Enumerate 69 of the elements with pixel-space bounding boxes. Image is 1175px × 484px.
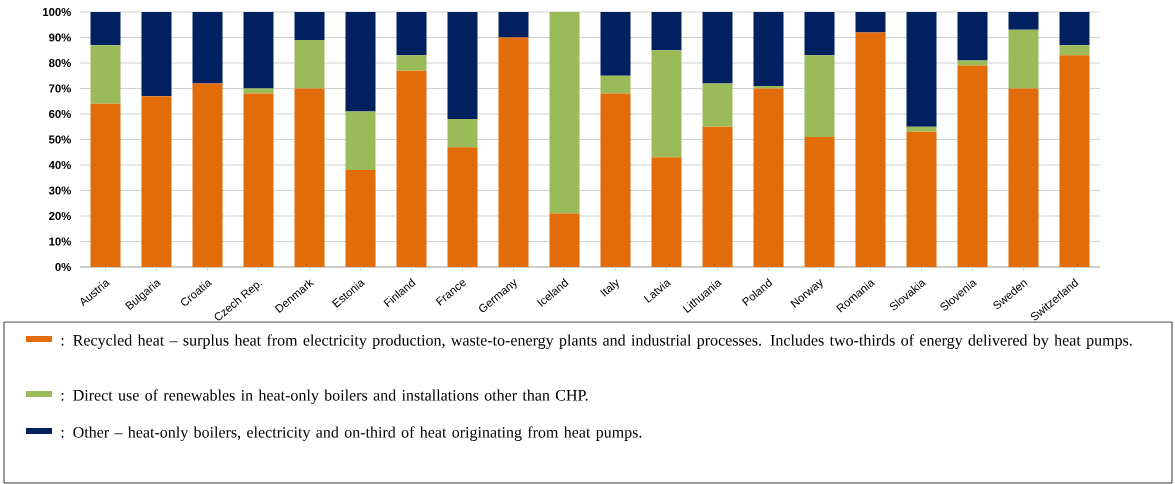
bar (855, 32, 886, 267)
bar (396, 11, 427, 56)
bar (294, 40, 325, 89)
legend-label: : Other – heat-only boilers, electricity and on-third of heat originating from heat pumps. (61, 426, 642, 441)
y-tick-label: 80% (48, 58, 71, 67)
y-tick-label: 50% (48, 135, 71, 144)
bar (702, 126, 733, 267)
bar (651, 11, 682, 51)
bar (804, 136, 835, 267)
bar (498, 11, 529, 38)
y-tick-label: 20% (49, 211, 71, 220)
bar (345, 111, 376, 171)
bar (345, 170, 376, 267)
bar (651, 50, 682, 158)
bar (447, 147, 478, 267)
y-tick-label: 40% (48, 160, 71, 169)
bar (906, 11, 937, 127)
y-tick-label: 10% (49, 237, 71, 246)
bar (192, 11, 223, 84)
bar (957, 11, 988, 61)
legend-label: : Recycled heat – surplus heat from electricity production, waste-to-energy plants and industrial processes. Includes two-thirds of energy delivered by heat pumps. (61, 334, 1132, 349)
y-tick-label: 30% (48, 186, 71, 195)
bar (447, 11, 478, 120)
bar (702, 11, 733, 84)
legend-label: : Direct use of renewables in heat-only boilers and installations other than CHP. (61, 389, 588, 404)
bar (90, 45, 121, 104)
bar (1008, 29, 1039, 89)
bar (600, 93, 631, 267)
bar (447, 119, 478, 148)
bar (600, 11, 631, 76)
bar (1059, 45, 1090, 56)
bar (243, 11, 274, 89)
bar (243, 93, 274, 267)
bar (1008, 11, 1039, 30)
y-tick-label: 100% (43, 7, 71, 16)
y-tick-label: 0% (55, 262, 72, 271)
bar (855, 11, 886, 33)
bar (651, 157, 682, 267)
bar (906, 126, 937, 132)
bar (1059, 55, 1090, 267)
bar (957, 65, 988, 267)
x-tick-label: Italy (600, 279, 619, 297)
bar (549, 213, 580, 267)
bar (141, 96, 172, 267)
bar (192, 83, 223, 267)
bar (90, 11, 121, 46)
bar (498, 37, 529, 267)
bar (906, 131, 937, 267)
bar (957, 60, 988, 66)
bar (1059, 11, 1090, 46)
y-tick-label: 90% (49, 33, 71, 42)
bar (294, 88, 325, 267)
bar (753, 88, 784, 267)
bar (804, 55, 835, 137)
y-tick-label: 70% (49, 84, 71, 93)
bar (549, 11, 580, 214)
bar (804, 11, 835, 56)
bar (141, 11, 172, 97)
bar (600, 75, 631, 94)
bar (243, 88, 274, 94)
bar (753, 11, 784, 86)
bar (294, 11, 325, 41)
bar (90, 103, 121, 267)
bar (1008, 88, 1039, 267)
bar (345, 11, 376, 112)
bar (702, 83, 733, 127)
y-tick-label: 60% (49, 109, 71, 118)
bar (396, 70, 427, 267)
bar (396, 55, 427, 71)
